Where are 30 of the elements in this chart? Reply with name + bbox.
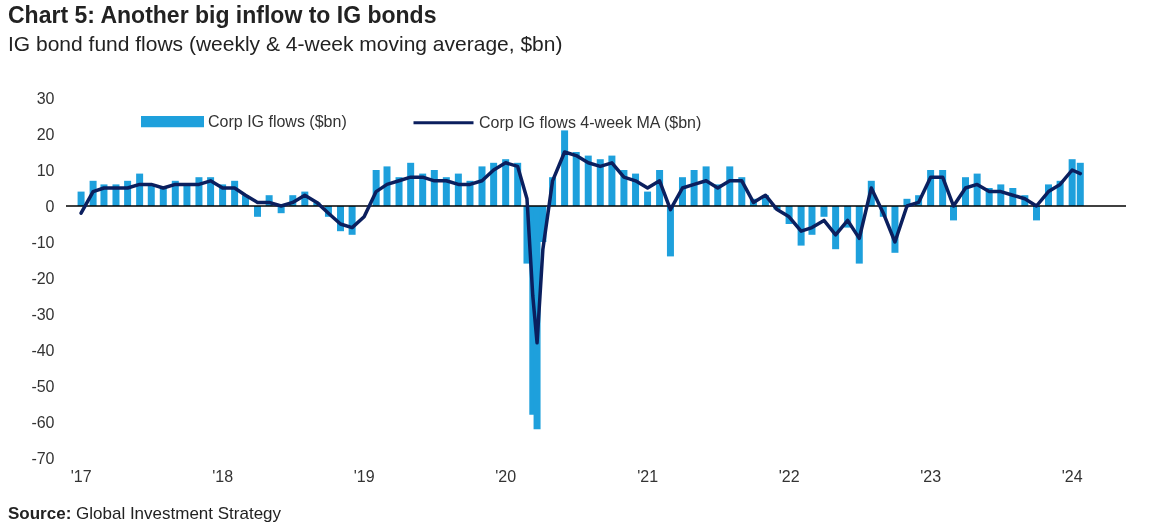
chart-title: Chart 5: Another big inflow to IG bonds — [8, 2, 437, 29]
x-tick-label: '19 — [353, 467, 375, 485]
x-tick-label: '17 — [70, 467, 92, 485]
x-tick-label: '22 — [778, 467, 800, 485]
line-series — [79, 150, 1083, 345]
bar — [572, 152, 580, 206]
x-tick-label: '24 — [1061, 467, 1083, 485]
x-tick-label: '21 — [637, 467, 659, 485]
y-tick-label: 0 — [45, 197, 55, 215]
bar — [666, 206, 674, 257]
y-tick-label: -30 — [31, 305, 55, 323]
y-tick-label: 20 — [36, 125, 55, 143]
y-tick-label: -20 — [31, 269, 55, 287]
source-note: Source: Global Investment Strategy — [8, 504, 282, 524]
y-tick-label: -40 — [31, 341, 55, 359]
bar — [644, 191, 652, 206]
x-tick-label: '20 — [495, 467, 517, 485]
y-tick-label: 30 — [36, 89, 55, 107]
legend-label: Corp IG flows 4-week MA ($bn) — [479, 113, 702, 131]
y-tick-label: 10 — [36, 161, 55, 179]
legend-label: Corp IG flows ($bn) — [208, 112, 347, 130]
y-tick-label: -10 — [31, 233, 55, 251]
bar — [254, 206, 261, 217]
y-tick-label: -70 — [31, 449, 55, 467]
chart-subtitle: IG bond fund flows (weekly & 4-week moving average, $bn) — [8, 32, 563, 56]
x-tick-label: '23 — [920, 467, 942, 485]
y-tick-label: -60 — [31, 413, 55, 431]
bar — [820, 206, 828, 217]
x-tick-label: '18 — [212, 467, 234, 485]
y-tick-label: -50 — [31, 377, 55, 395]
